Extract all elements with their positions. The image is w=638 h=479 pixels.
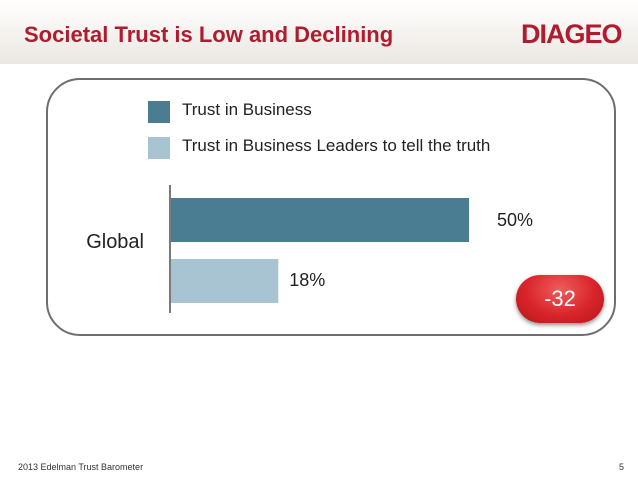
bar-series-2 (171, 259, 279, 303)
data-label-series-2: 18% (289, 270, 325, 290)
legend-swatch-series-2 (148, 137, 170, 159)
data-label-series-1: 50% (497, 210, 533, 230)
footer-source: 2013 Edelman Trust Barometer (18, 462, 144, 472)
brand-logo: DIAGEO (521, 19, 623, 49)
page-number: 5 (619, 462, 625, 472)
header-band: Societal Trust is Low and Declining DIAG… (0, 0, 638, 64)
legend-swatch-series-1 (148, 101, 170, 123)
bar-series-1 (171, 198, 469, 242)
delta-badge: -32 (516, 275, 604, 323)
legend-label-series-1: Trust in Business (182, 100, 312, 119)
legend-label-series-2: Trust in Business Leaders to tell the tr… (182, 136, 491, 155)
slide-title: Societal Trust is Low and Declining (24, 22, 394, 47)
category-label-global: Global (86, 231, 144, 253)
